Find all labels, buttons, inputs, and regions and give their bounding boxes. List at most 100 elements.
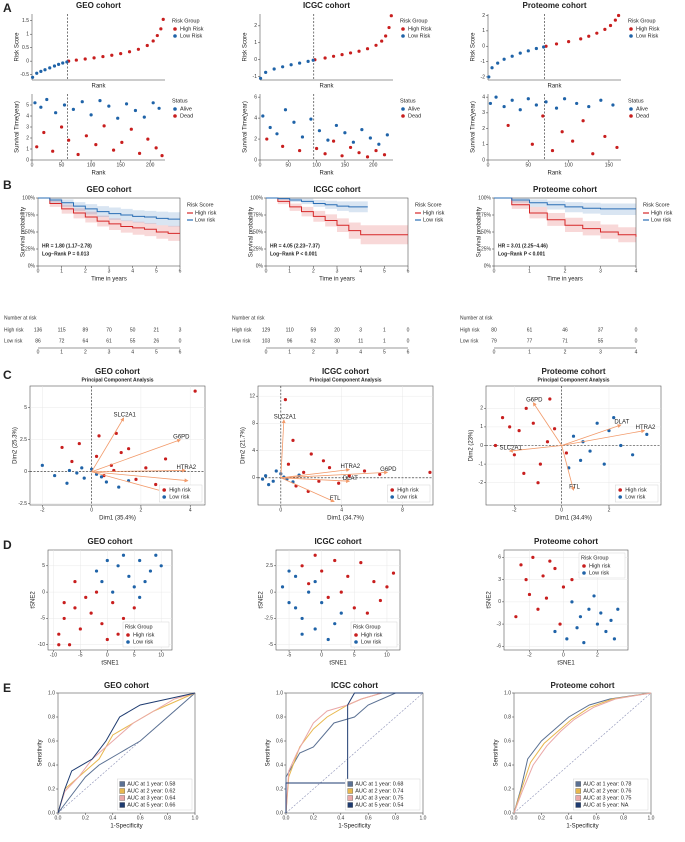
point: [62, 601, 66, 605]
point: [544, 596, 549, 600]
risk-count: 0: [179, 338, 182, 344]
point: [531, 421, 535, 425]
loading-label: FTL: [569, 485, 580, 491]
y-tick-label: 1: [482, 28, 485, 34]
point: [111, 601, 115, 605]
plot-frame: [275, 549, 401, 651]
x-tick-label: 0.2: [310, 815, 317, 821]
legend-label: Low risk: [423, 217, 443, 223]
y-tick-label: 2: [26, 135, 29, 141]
point: [613, 18, 617, 22]
x-tick-label: 0: [562, 652, 565, 658]
point: [387, 25, 391, 30]
point: [428, 470, 432, 474]
legend-label: High risk: [361, 632, 383, 638]
point: [306, 59, 310, 63]
point: [570, 600, 574, 604]
x-axis-label: Rank: [91, 171, 106, 177]
point: [138, 595, 142, 599]
legend-label: AUC at 2 year: 0.74: [355, 788, 403, 794]
legend-label: Low risk: [625, 494, 645, 500]
legend-title: Risk Group: [125, 624, 153, 630]
point: [54, 111, 58, 115]
x-axis-label: tSNE1: [101, 661, 119, 667]
x-tick-label: -5: [287, 652, 292, 658]
risk-count: 136: [34, 327, 43, 333]
legend-box: [122, 621, 170, 648]
legend-label: Dead: [180, 113, 193, 119]
loading-label: G6PD: [526, 397, 543, 403]
point: [524, 406, 528, 410]
x-axis-label: Rank: [91, 84, 106, 90]
panel-label: D: [3, 538, 12, 552]
legend-marker: [618, 495, 622, 499]
point: [287, 601, 291, 605]
point: [608, 23, 613, 28]
y-tick-label: -0.5: [20, 72, 29, 78]
point: [372, 579, 376, 584]
point: [374, 43, 378, 47]
y-tick-label: 0: [254, 157, 257, 163]
point: [380, 39, 384, 43]
point: [267, 483, 271, 487]
point: [352, 606, 356, 610]
point: [154, 146, 158, 150]
point: [337, 481, 341, 485]
risk-x-tick-label: 2: [312, 349, 315, 355]
y-axis-label: Survival probability: [477, 207, 483, 257]
x-tick-label: 200: [146, 162, 155, 168]
point: [599, 611, 603, 615]
loading-arrow: [91, 417, 125, 472]
curve: [513, 692, 652, 814]
point: [534, 103, 538, 107]
y-tick-label: 1.5: [22, 18, 29, 24]
risk-count: 61: [106, 338, 112, 344]
point: [351, 140, 355, 144]
point: [280, 585, 285, 589]
point: [579, 37, 583, 41]
point: [541, 574, 545, 578]
legend-title: Risk Group: [581, 555, 609, 561]
risk-count: 3: [359, 327, 362, 333]
loading-label: HTRA2: [340, 464, 360, 470]
curve: [38, 197, 180, 220]
x-tick-label: 50: [286, 162, 292, 168]
loading-arrow: [561, 429, 646, 446]
legend-marker: [126, 640, 130, 644]
x-tick-label: 3: [336, 268, 339, 274]
y-tick-label: 2.5: [20, 437, 27, 443]
x-tick-label: 0: [279, 507, 282, 513]
x-tick-label: -5: [78, 652, 83, 658]
point: [587, 104, 591, 109]
legend-box: [350, 621, 398, 648]
point: [39, 69, 43, 73]
point: [111, 590, 115, 594]
legend-label: AUC at 5 year: 0.54: [355, 802, 403, 808]
point: [550, 148, 555, 153]
point: [260, 477, 265, 481]
legend-label: Low risk: [195, 217, 215, 223]
curve: [57, 692, 196, 814]
point: [508, 425, 512, 429]
legend-marker: [629, 27, 633, 31]
risk-x-tick-label: 6: [407, 349, 410, 355]
point: [298, 148, 302, 153]
legend-marker: [162, 495, 166, 499]
loading-label: HTRA2: [636, 425, 656, 431]
point: [595, 31, 599, 35]
point: [120, 140, 124, 144]
risk-row-name: High risk: [460, 327, 480, 333]
legend-marker: [618, 488, 622, 492]
point: [360, 128, 364, 132]
y-tick-label: 0: [252, 475, 255, 481]
point: [517, 429, 521, 433]
y-axis-label: tSNE2: [259, 591, 265, 609]
point: [104, 480, 109, 484]
y-tick-label: 0.8: [48, 714, 55, 720]
point: [116, 632, 120, 636]
y-axis-label: Dim2 (23%): [469, 430, 475, 462]
point: [562, 97, 567, 101]
y-tick-label: 75%: [253, 212, 264, 218]
point: [382, 153, 387, 157]
y-tick-label: 4: [254, 115, 257, 121]
